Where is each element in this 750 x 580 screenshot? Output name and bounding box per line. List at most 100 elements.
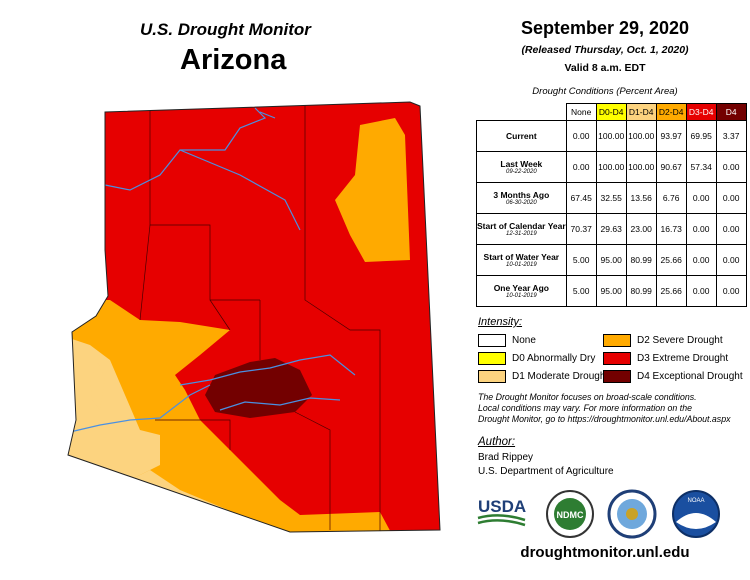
table-cell: 100.00	[595, 120, 627, 152]
legend-swatch	[603, 370, 631, 383]
legend-title: Intensity:	[478, 316, 523, 328]
table-cell: 100.00	[625, 120, 657, 152]
legend-label: D2 Severe Drought	[637, 335, 723, 346]
table-cell: 13.56	[625, 182, 657, 214]
table-cell: 70.37	[565, 213, 597, 245]
county-lines	[139, 104, 381, 532]
logos: USDA NDMC NOAA	[477, 489, 720, 539]
table-cell: 90.67	[655, 151, 687, 183]
table-row: 3 Months Ago 06-30-2020 67.45 32.55 13.56 6.7…	[476, 182, 747, 214]
d1-area	[68, 335, 160, 480]
table-cell: 100.00	[625, 151, 657, 183]
valid-time: Valid 8 a.m. EDT	[564, 62, 646, 74]
column-header: None	[565, 103, 597, 121]
table-cell: 0.00	[715, 244, 747, 276]
row-label: 3 Months Ago 06-30-2020	[476, 182, 567, 214]
author-title: Author:	[478, 436, 516, 448]
row-title: Start of Calendar Year	[477, 221, 566, 231]
table-row: One Year Ago 10-01-2019 5.00 95.00 80.99 25.6…	[476, 275, 747, 307]
legend-label: D4 Exceptional Drought	[637, 371, 743, 382]
table-cell: 80.99	[625, 244, 657, 276]
d2-area	[335, 118, 410, 262]
table-cell: 93.97	[655, 120, 687, 152]
table-cell: 0.00	[715, 182, 747, 214]
legend-swatch	[478, 334, 506, 347]
table-cell: 100.00	[595, 151, 627, 183]
table-cell: 0.00	[565, 151, 597, 183]
table-cell: 69.95	[685, 120, 717, 152]
row-date: 10-01-2019	[505, 262, 537, 268]
column-header: D3-D4	[685, 103, 717, 121]
row-label: Start of Water Year 10-01-2019	[476, 244, 567, 276]
row-label: Current	[476, 120, 567, 152]
map	[67, 101, 441, 533]
title: U.S. Drought Monitor	[140, 20, 311, 39]
column-header: D2-D4	[655, 103, 687, 121]
note-line: The Drought Monitor focuses on broad-sca…	[478, 392, 697, 402]
legend-swatch	[603, 352, 631, 365]
header-row: None D0-D4 D1-D4 D2-D4 D3-D4 D4	[477, 103, 747, 121]
corner-cell	[477, 104, 567, 121]
table-cell: 0.00	[685, 182, 717, 214]
table-cell: 67.45	[565, 182, 597, 214]
note-line: Local conditions may vary. For more info…	[478, 403, 692, 413]
column-header: D1-D4	[625, 103, 657, 121]
row-title: Current	[505, 131, 537, 141]
table-row: Current 0.00 100.00 100.00 93.97 69.95 3.37	[476, 120, 747, 152]
note-line: Drought Monitor, go to https://droughtmo…	[478, 414, 731, 424]
row-date: 09-22-2020	[505, 169, 537, 175]
released: (Released Thursday, Oct. 1, 2020)	[521, 44, 689, 56]
table-cell: 0.00	[685, 213, 717, 245]
usda-logo: USDA	[478, 497, 526, 516]
table-row: Last Week 09-22-2020 0.00 100.00 100.00 90.67…	[476, 151, 747, 183]
legend-label: D1 Moderate Drought	[512, 371, 609, 382]
legend-item: D0 Abnormally Dry	[478, 352, 595, 365]
row-title: 3 Months Ago	[493, 190, 550, 200]
row-label: Last Week 09-22-2020	[476, 151, 567, 183]
table-cell: 16.73	[655, 213, 687, 245]
legend-item: D1 Moderate Drought	[478, 370, 608, 383]
legend-swatch	[603, 334, 631, 347]
table-cell: 5.00	[565, 244, 597, 276]
row-label: Start of Calendar Year 12-31-2019	[476, 213, 567, 245]
author-org: U.S. Department of Agriculture	[478, 466, 614, 477]
column-header: D0-D4	[595, 103, 627, 121]
legend-item: D4 Exceptional Drought	[603, 370, 743, 383]
row-title: One Year Ago	[493, 283, 549, 293]
table-cell: 0.00	[715, 213, 747, 245]
table-cell: 25.66	[655, 244, 687, 276]
row-title: Start of Water Year	[483, 252, 560, 262]
table-cell: 29.63	[595, 213, 627, 245]
legend-item: D3 Extreme Drought	[603, 352, 728, 365]
legend-item: D2 Severe Drought	[603, 334, 723, 347]
legend-label: D0 Abnormally Dry	[512, 353, 596, 364]
table-cell: 3.37	[715, 120, 747, 152]
row-label: One Year Ago 10-01-2019	[476, 275, 567, 307]
legend-label: None	[512, 335, 536, 346]
ndmc-logo: NDMC	[557, 510, 584, 520]
d1-area	[90, 362, 105, 410]
row-title: Last Week	[500, 159, 543, 169]
row-date: 12-31-2019	[505, 231, 537, 237]
url: droughtmonitor.unl.edu	[520, 544, 690, 561]
table-cell: 57.34	[685, 151, 717, 183]
table-row: Start of Calendar Year 12-31-2019 70.37 29.…	[476, 213, 747, 245]
column-header: D4	[715, 103, 747, 121]
state-name: Arizona	[180, 44, 287, 76]
table-cell: 6.76	[655, 182, 687, 214]
table-caption: Drought Conditions (Percent Area)	[532, 86, 678, 97]
legend-label: D3 Extreme Drought	[637, 353, 729, 364]
table-cell: 0.00	[565, 120, 597, 152]
row-date: 10-01-2019	[505, 293, 537, 299]
conditions-table: None D0-D4 D1-D4 D2-D4 D3-D4 D4 Current 0.00 100…	[476, 103, 747, 307]
table-cell: 95.00	[595, 275, 627, 307]
table-cell: 0.00	[685, 244, 717, 276]
table-cell: 5.00	[565, 275, 597, 307]
table-cell: 25.66	[655, 275, 687, 307]
noaa-logo: NOAA	[687, 498, 704, 504]
table-cell: 0.00	[715, 151, 747, 183]
table-cell: 0.00	[715, 275, 747, 307]
d4-area	[205, 358, 312, 418]
table-cell: 95.00	[595, 244, 627, 276]
